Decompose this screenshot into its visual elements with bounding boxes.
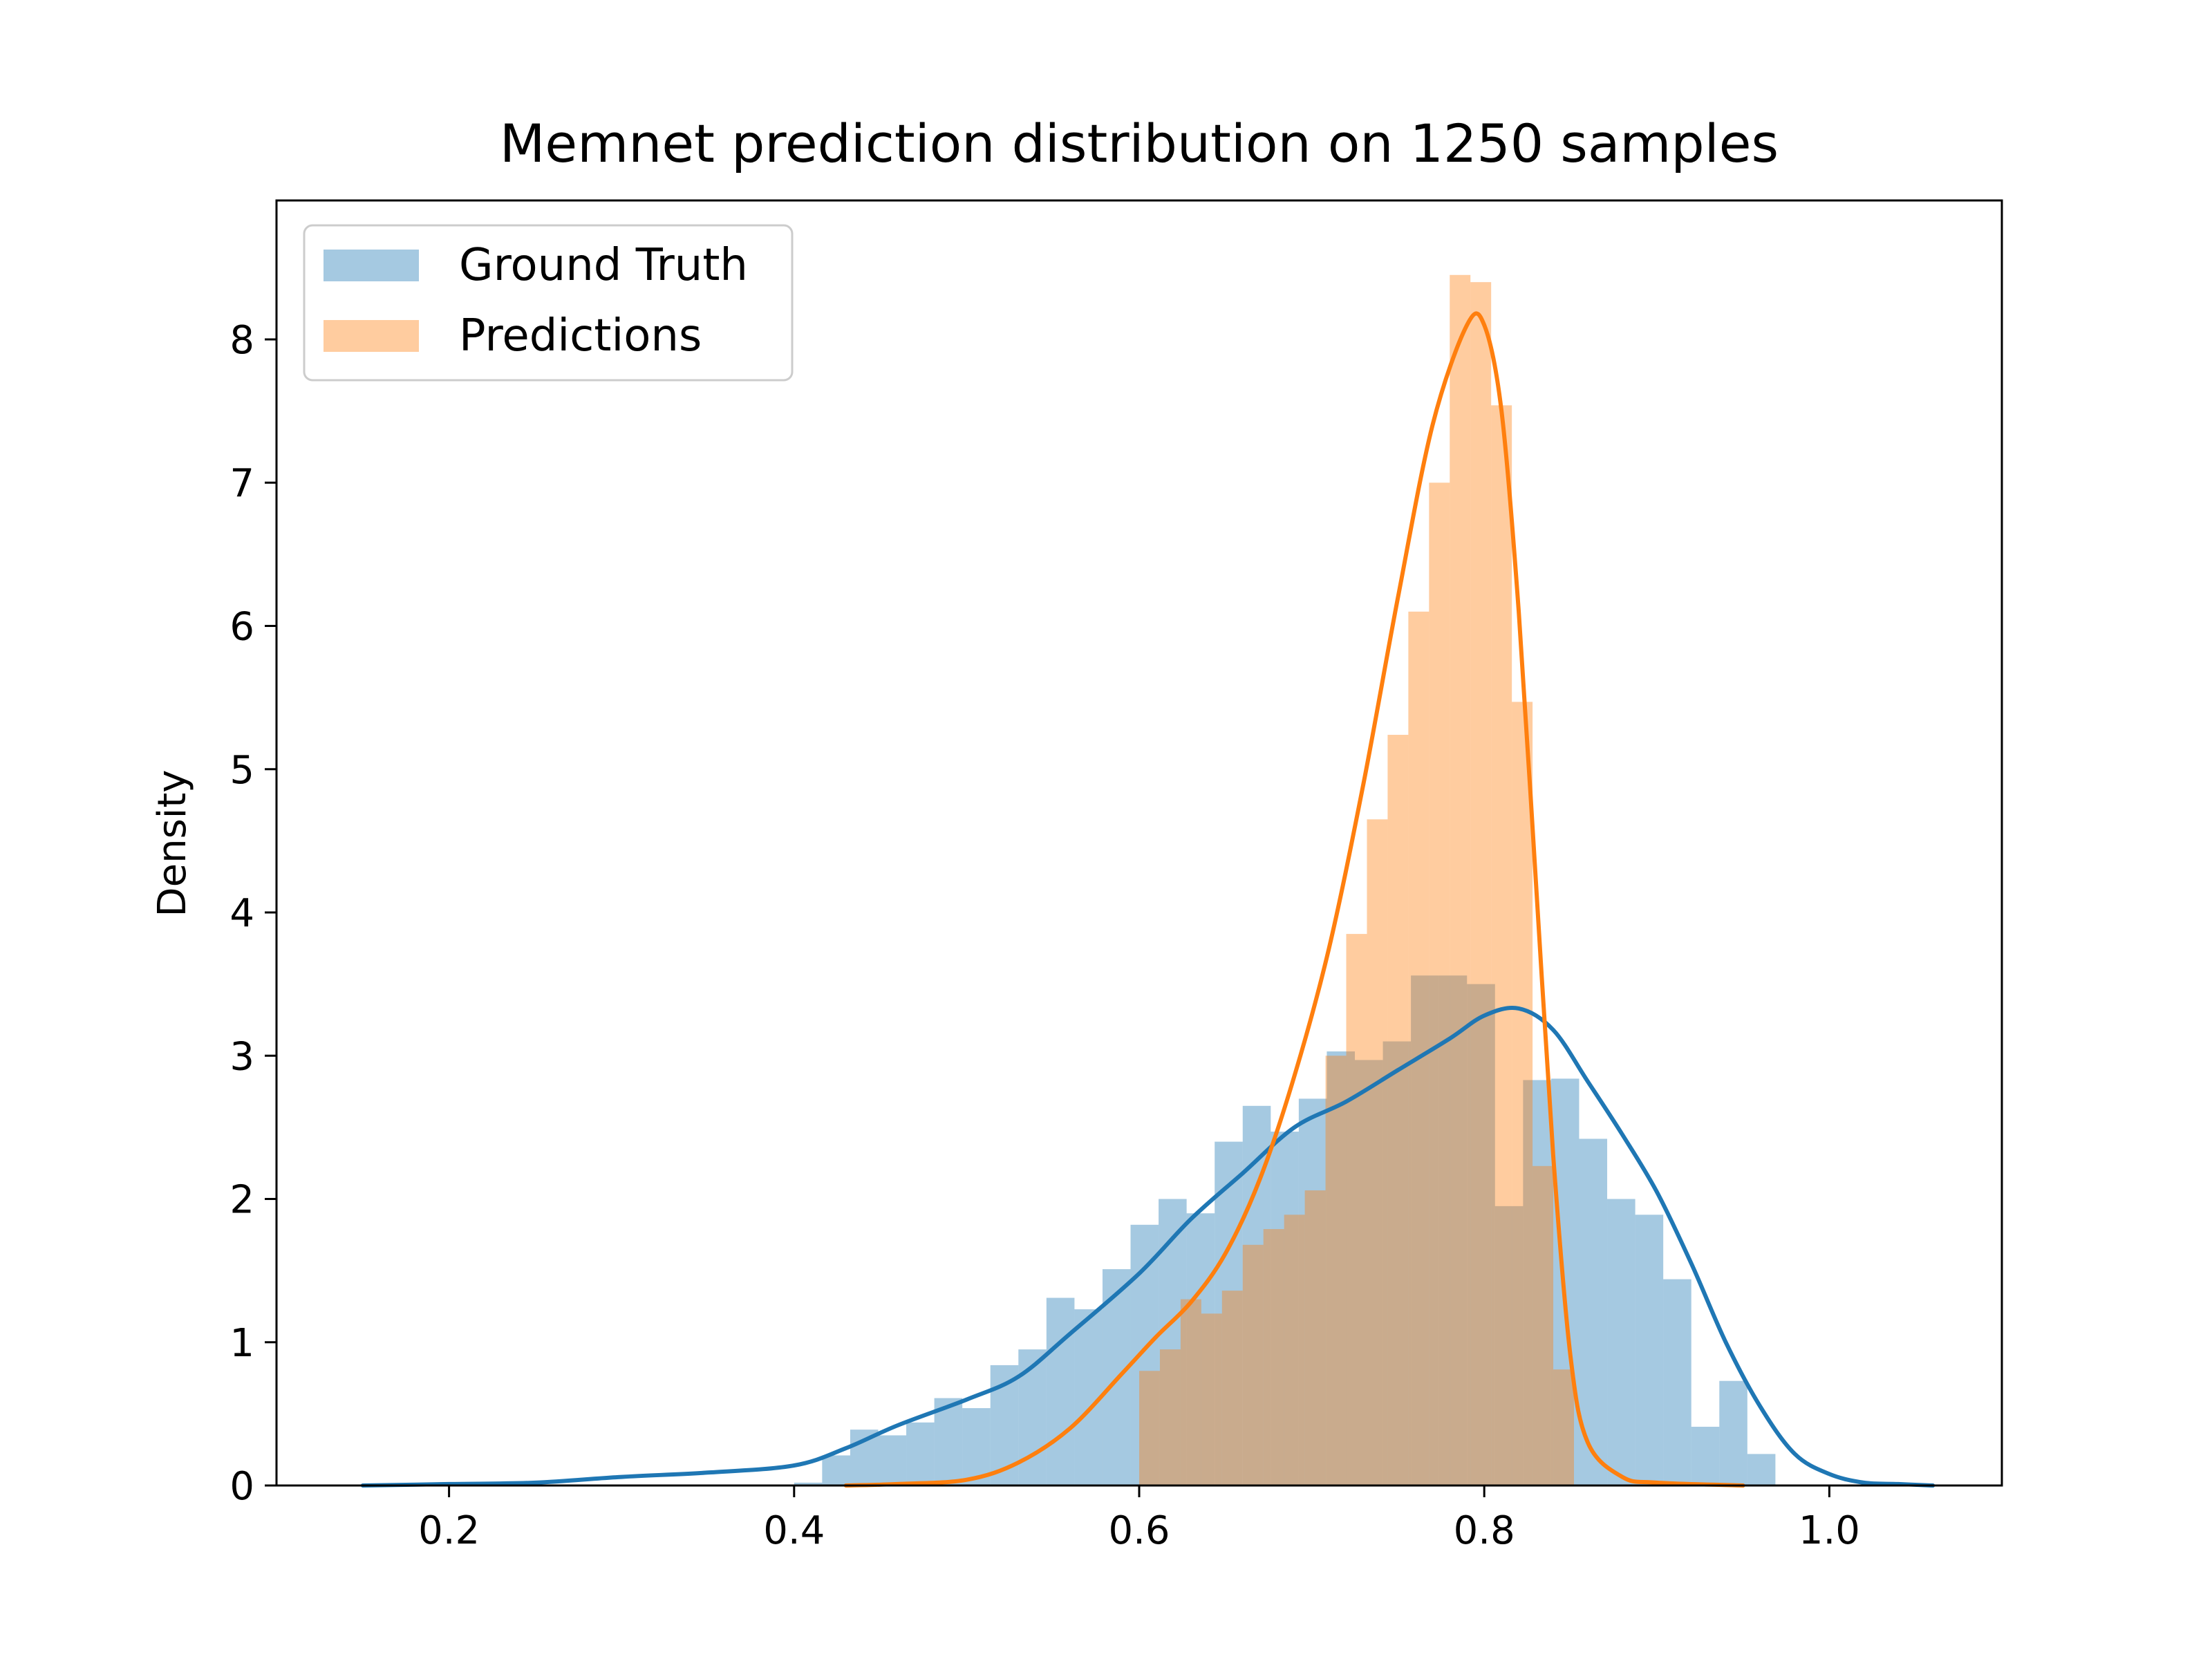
y-tick-label: 4	[229, 891, 254, 936]
ground-truth-bar	[1663, 1279, 1691, 1485]
predictions-bar	[1450, 274, 1471, 1486]
ground-truth-bars	[794, 975, 1776, 1485]
ground-truth-bar	[1467, 984, 1495, 1485]
predictions-bar	[1533, 1165, 1554, 1485]
ground-truth-bar	[1327, 1051, 1355, 1485]
ground-truth-bar	[1186, 1213, 1215, 1485]
ground-truth-bar	[1018, 1349, 1047, 1485]
predictions-bar	[1263, 1229, 1284, 1485]
y-axis-label: Density	[150, 770, 195, 917]
predictions-bar	[1408, 611, 1430, 1485]
ground-truth-bar	[906, 1422, 935, 1485]
predictions-bar	[1367, 819, 1388, 1485]
x-tick-label: 0.2	[418, 1508, 480, 1553]
y-tick-label: 6	[229, 605, 254, 650]
x-tick-label: 0.8	[1454, 1508, 1515, 1553]
ground-truth-bar	[878, 1435, 907, 1485]
x-tick-label: 0.6	[1108, 1508, 1170, 1553]
ground-truth-bar	[1046, 1297, 1075, 1485]
x-axis: 0.2 0.4 0.6 0.8 1.0	[418, 1485, 1860, 1553]
predictions-bar	[1139, 1371, 1160, 1485]
y-tick-label: 0	[229, 1464, 254, 1509]
predictions-bar	[1512, 702, 1533, 1485]
ground-truth-bar	[794, 1482, 823, 1485]
predictions-bar	[1242, 1244, 1264, 1485]
ground-truth-bar	[1635, 1215, 1664, 1485]
ground-truth-bar	[1438, 975, 1468, 1485]
ground-truth-bar	[1355, 1060, 1383, 1485]
predictions-legend-swatch	[324, 320, 419, 352]
ground-truth-bar	[1494, 1206, 1524, 1485]
ground-truth-legend-label: Ground Truth	[459, 240, 748, 291]
chart-title: Memnet prediction distribution on 1250 s…	[500, 113, 1779, 174]
y-tick-label: 8	[229, 318, 254, 363]
kde-curves	[360, 311, 1936, 1488]
ground-truth-bar	[962, 1408, 991, 1485]
predictions-bar	[1429, 482, 1450, 1485]
y-tick-label: 1	[229, 1321, 254, 1366]
y-tick-label: 2	[229, 1178, 254, 1223]
y-tick-label: 5	[229, 748, 254, 793]
y-tick-label: 7	[229, 461, 254, 506]
predictions-bar	[1346, 934, 1367, 1485]
ground-truth-kde-line	[360, 1006, 1936, 1488]
predictions-bar	[1387, 735, 1409, 1485]
ground-truth-bar	[1607, 1199, 1635, 1485]
predictions-legend-label: Predictions	[459, 310, 702, 362]
ground-truth-bar	[1215, 1141, 1243, 1485]
ground-truth-bar	[1271, 1132, 1299, 1485]
ground-truth-bar	[822, 1455, 850, 1485]
y-axis: 0 1 2 3 4 5 6 7 8	[229, 318, 276, 1509]
y-tick-label: 3	[229, 1034, 254, 1079]
predictions-bar	[1470, 282, 1492, 1486]
predictions-bar	[1284, 1215, 1305, 1485]
ground-truth-bar	[1298, 1098, 1327, 1485]
ground-truth-bar	[1382, 1041, 1412, 1485]
legend-box	[303, 224, 794, 382]
predictions-bar	[1201, 1313, 1222, 1485]
predictions-bar	[1491, 405, 1512, 1485]
x-tick-label: 0.4	[763, 1508, 825, 1553]
predictions-bar	[1325, 1056, 1347, 1485]
predictions-kde-line	[843, 311, 1745, 1488]
legend: Ground Truth Predictions	[303, 224, 794, 382]
predictions-bars	[1139, 274, 1574, 1486]
ground-truth-bar	[1747, 1454, 1776, 1485]
predictions-bar	[1159, 1349, 1181, 1485]
x-tick-label: 1.0	[1799, 1508, 1860, 1553]
predictions-bar	[1221, 1291, 1243, 1485]
ground-truth-legend-swatch	[324, 250, 419, 281]
predictions-bar	[1553, 1369, 1574, 1485]
predictions-bar	[1304, 1190, 1326, 1485]
ground-truth-bar	[934, 1398, 963, 1485]
ground-truth-bar	[1523, 1080, 1551, 1485]
ground-truth-bar	[1719, 1380, 1747, 1485]
ground-truth-bar	[1691, 1427, 1720, 1485]
predictions-bar	[1180, 1299, 1201, 1485]
histogram-bars	[794, 274, 1776, 1486]
